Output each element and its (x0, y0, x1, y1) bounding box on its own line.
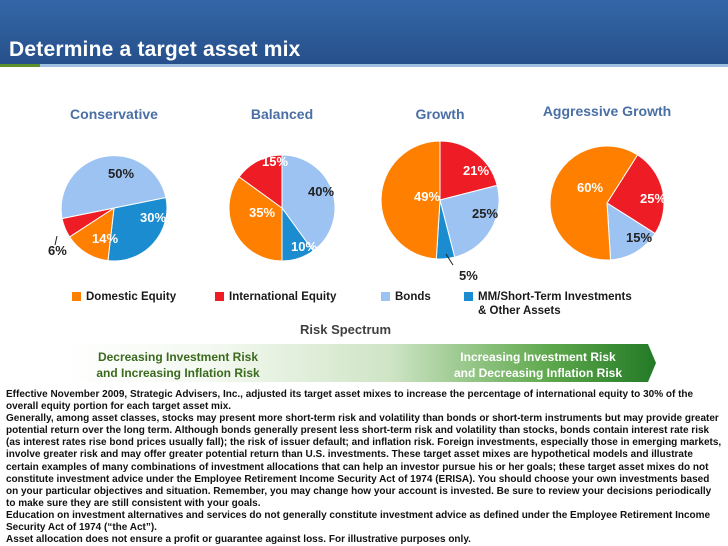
pie-leader-line (445, 253, 454, 266)
pie-slice (380, 140, 441, 260)
disclaimer-paragraph: Asset allocation does not ensure a profi… (6, 534, 471, 546)
legend-label-line1: MM/Short-Term Investments (478, 291, 632, 303)
legend-swatch (72, 292, 81, 301)
pie-data-label: 21% (463, 163, 489, 178)
legend-label-multiline: MM/Short-Term Investments & Other Assets (478, 290, 632, 318)
pie-slice (107, 196, 168, 262)
disclaimer-paragraph: Effective November 2009, Strategic Advis… (6, 389, 694, 413)
risk-spectrum-title: Risk Spectrum (300, 322, 392, 337)
pie-data-label: 40% (308, 184, 334, 199)
pie-charts: 14% 6% 50% 30% 35% 15% 40% 10% 49% 21% 25% 5% 60% 25%… (48, 140, 666, 283)
chart-title-conservative: Conservative (70, 106, 158, 122)
legend-swatch (464, 292, 473, 301)
pie-slice (606, 154, 665, 235)
chart-title-balanced: Balanced (250, 106, 314, 122)
pie-data-label: 25% (472, 206, 498, 221)
chart-title-growth: Growth (415, 106, 465, 122)
pie-data-label: 25% (640, 191, 666, 206)
risk-spectrum-left-text: Decreasing Investment Risk and Increasin… (88, 349, 268, 381)
disclaimer-paragraph: Education on investment alternatives and… (6, 509, 711, 534)
pie-slice (439, 140, 498, 201)
pie-data-label: 15% (626, 230, 652, 245)
pie-data-label: 5% (459, 268, 478, 283)
pie-slice (549, 145, 639, 261)
right-line2: and Decreasing Inflation Risk (453, 366, 623, 380)
risk-spectrum-right-text: Increasing Investment Risk and Decreasin… (443, 349, 633, 381)
pie-data-label: 6% (48, 243, 67, 258)
page-title: Determine a target asset mix (9, 38, 301, 61)
pie-growth: 49% 21% 25% 5% (380, 140, 500, 283)
legend-label: Domestic Equity (86, 291, 177, 303)
left-line1: Decreasing Investment Risk (97, 350, 259, 364)
legend-swatch (381, 292, 390, 301)
pie-balanced: 35% 15% 40% 10% (228, 154, 336, 262)
pie-data-label: 50% (108, 166, 134, 181)
disclaimer: Effective November 2009, Strategic Advis… (6, 389, 722, 546)
pie-data-label: 49% (414, 189, 440, 204)
pie-data-label: 15% (262, 154, 288, 169)
right-line1: Increasing Investment Risk (460, 350, 616, 364)
accent-strip-blue (40, 64, 728, 67)
disclaimer-paragraph: Generally, among asset classes, stocks m… (6, 413, 722, 509)
pie-data-label: 35% (249, 205, 275, 220)
legend-label: International Equity (229, 291, 337, 303)
pie-slice (60, 155, 167, 220)
legend-label-line2: & Other Assets (478, 305, 561, 317)
pie-slice (281, 154, 336, 252)
accent-strip-green (0, 64, 40, 67)
pie-data-label: 10% (291, 239, 317, 254)
header-bar: Determine a target asset mix (0, 0, 728, 64)
pie-slice (439, 184, 500, 258)
pie-leader-line (54, 235, 58, 246)
pie-slice (606, 202, 656, 261)
pie-data-label: 30% (140, 210, 166, 225)
left-line2: and Increasing Inflation Risk (96, 366, 260, 380)
risk-spectrum-arrow (62, 344, 656, 382)
pie-slice (228, 176, 283, 262)
pie-slice (238, 154, 283, 209)
pie-aggressive-growth: 60% 25% 15% (549, 145, 666, 261)
pie-data-label: 14% (92, 231, 118, 246)
legend-swatch (215, 292, 224, 301)
pie-data-label: 60% (577, 180, 603, 195)
chart-title-aggressive-growth: Aggressive Growth (542, 103, 672, 119)
pie-conservative: 14% 6% 50% 30% (48, 155, 168, 262)
legend-label: Bonds (395, 291, 431, 303)
